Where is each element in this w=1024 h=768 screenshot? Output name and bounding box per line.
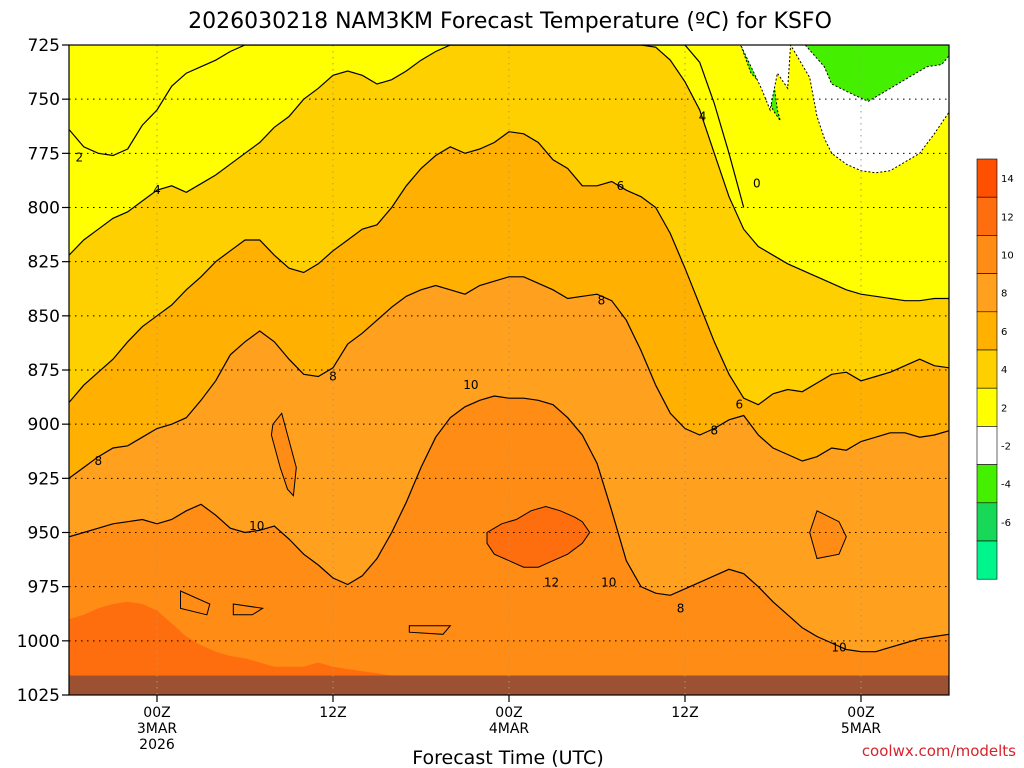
contour-label-1: 4 [153,183,161,197]
contour-label-7: 8 [329,370,337,384]
x-tick-label-48-0: 00Z [847,705,874,721]
y-tick-label-1025: 1025 [17,686,60,706]
region-1 [270,412,297,497]
x-tick-label-24-1: 4MAR [489,721,530,737]
x-tick-label-36-0: 12Z [671,705,698,721]
colorbar-bin-5 [976,349,998,389]
isotherm-2 [69,45,745,208]
colorbar-label-12: 12 [1001,212,1014,223]
x-tick-label-0-2: 2026 [139,737,175,753]
contour-label-6: 6 [735,398,743,412]
colorbar-bin-0 [976,158,998,198]
colorbar-label--2: -2 [1001,442,1011,453]
y-tick-label-725: 725 [28,36,60,56]
colorbar-label-6: 6 [1001,327,1007,338]
y-tick-label-800: 800 [28,199,60,219]
chart-title: 2026030218 NAM3KM Forecast Temperature (… [188,9,832,34]
contour-label-4: 6 [617,179,625,193]
x-tick-label-24-0: 00Z [495,705,522,721]
x-tick-label-0-0: 00Z [143,705,170,721]
x-tick-label-48-1: 5MAR [841,721,882,737]
y-tick-label-1000: 1000 [17,632,60,652]
colorbar-bin-6 [976,387,998,427]
y-tick-label-850: 850 [28,307,60,327]
contour-label-10: 8 [95,454,103,468]
y-tick-label-775: 775 [28,144,60,164]
colorbar-bin-1 [976,196,998,236]
colorbar-bin-3 [976,273,998,313]
region-8 [804,45,949,102]
y-tick-label-900: 900 [28,415,60,435]
colorbar-label-10: 10 [1001,251,1014,262]
contour-label-12: 12 [544,575,559,589]
ground-fill [69,675,949,695]
contour-label-13: 10 [601,575,616,589]
colorbar-label-14: 14 [1001,174,1014,185]
colorbar-bin-4 [976,311,998,351]
contour-label-5: 8 [598,294,606,308]
contour-label-8: 10 [463,378,478,392]
x-tick-label-0-1: 3MAR [137,721,178,737]
contour-label-9: 8 [711,424,719,438]
y-tick-label-875: 875 [28,361,60,381]
contour-label-0: 2 [75,151,83,165]
y-tick-label-750: 750 [28,90,60,110]
colorbar-label-8: 8 [1001,289,1007,300]
x-tick-label-12-0: 12Z [319,705,346,721]
colorbar-bin-2 [976,235,998,274]
band-fill-12 [69,601,949,695]
isotherm-8 [69,276,949,479]
colorbar-bin-10 [976,540,998,580]
region-2 [809,510,847,560]
y-axis: 725 750 775 800 825 850 875 900 925 950 975 1000 102… [17,36,69,706]
contour-lines [69,45,949,653]
region-4 [232,603,265,616]
isotherm-6 [69,131,949,406]
region-3 [180,590,211,616]
x-axis-label: Forecast Time (UTC) [412,747,603,768]
grid-lines [69,45,949,695]
y-tick-label-825: 825 [28,253,60,273]
isotherm-4 [69,45,949,302]
contour-label-3: 0 [753,177,761,191]
colorbar-label--6: -6 [1001,518,1011,529]
contour-label-15: 10 [831,640,846,654]
isotherm-10 [69,395,949,653]
colorbar-label-4: 4 [1001,365,1007,376]
contour-label-11: 10 [249,519,264,533]
colorbar-bin-9 [976,502,998,542]
colorbar-bin-7 [976,426,998,465]
contour-label-14: 8 [677,601,685,615]
colorbar-label-2: 2 [1001,403,1007,414]
credit-text: coolwx.com/modelts [862,742,1016,760]
region-0 [486,505,591,568]
contour-label-2: 4 [699,110,707,124]
region-5 [408,625,452,635]
colorbar-bin-8 [976,464,998,504]
y-tick-label-950: 950 [28,524,60,544]
colorbar-label--4: -4 [1001,480,1011,491]
y-tick-label-925: 925 [28,469,60,489]
y-tick-label-975: 975 [28,578,60,598]
contour-labels: 2 4 4 0 6 8 6 8 10 8 8 10 12 10 8 10 [75,110,846,655]
colorbar: 14 12 10 8 6 4 2 -2 -4 -6 [976,158,1014,580]
